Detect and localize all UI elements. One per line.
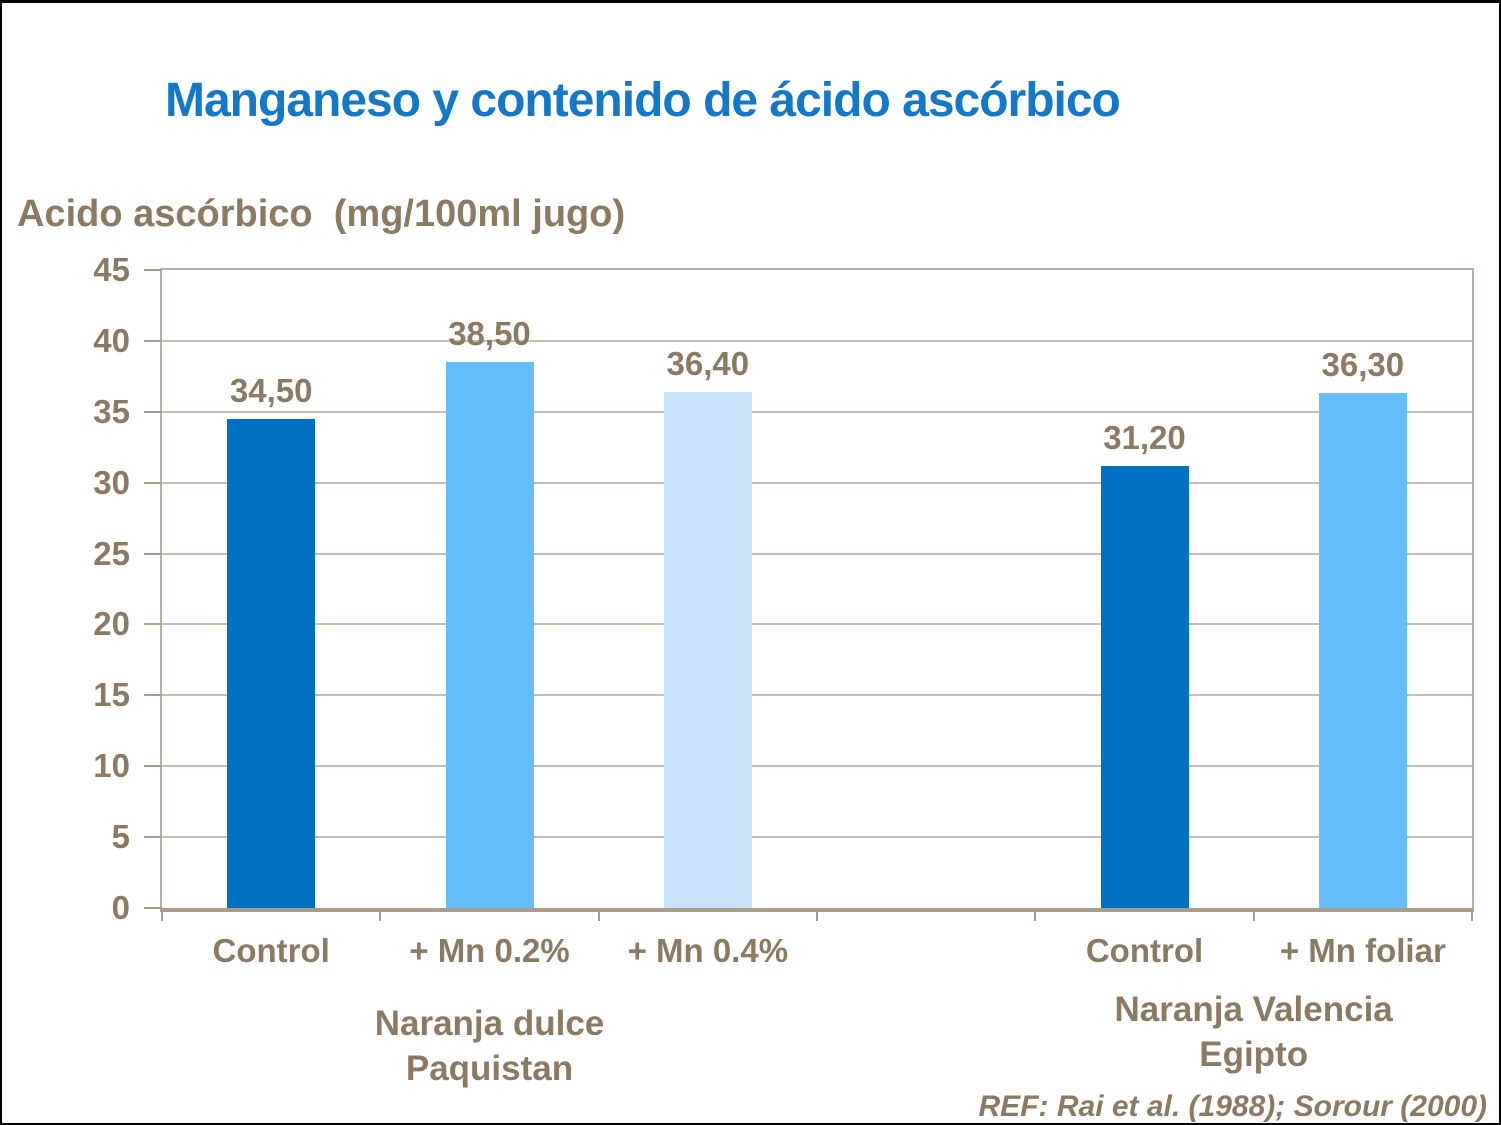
gridline (162, 481, 1472, 484)
gridline (162, 339, 1472, 342)
y-axis-tick-label: 35 (93, 392, 130, 430)
gridline (162, 765, 1472, 768)
group-label-line: Egipto (1199, 1035, 1309, 1074)
bar-value-label: 38,50 (448, 315, 531, 353)
bar--mn-0-2- (445, 362, 534, 908)
y-axis-tick-label: 25 (93, 534, 130, 572)
y-axis-tick (144, 481, 162, 484)
group-label-line: Paquistan (405, 1049, 574, 1088)
bar-value-label: 36,30 (1321, 346, 1405, 384)
y-axis-tick-label: 0 (111, 889, 130, 926)
y-axis-tick-label: 5 (111, 818, 130, 856)
y-axis-tick (144, 907, 162, 909)
category-label: Control (1085, 932, 1204, 969)
x-axis-tick (1252, 908, 1255, 921)
category-label: + Mn foliar (1279, 932, 1446, 969)
y-axis-tick-label: 45 (93, 251, 130, 288)
x-axis-tick (379, 908, 382, 921)
gridline (162, 410, 1472, 413)
y-axis-tick (144, 269, 162, 271)
bar-control (227, 418, 316, 908)
y-axis-tick-label: 20 (93, 605, 130, 643)
x-axis-tick (161, 908, 163, 921)
bar-value-label: 34,50 (229, 371, 313, 409)
category-label: + Mn 0.4% (627, 932, 789, 969)
gridline (162, 836, 1472, 839)
gridline (162, 623, 1472, 626)
bar-value-label: 31,20 (1103, 418, 1186, 456)
category-label: Control (212, 932, 330, 969)
y-axis-tick (144, 623, 162, 626)
y-axis-tick-label: 10 (93, 747, 130, 785)
x-axis-tick (1034, 908, 1037, 921)
y-axis-tick (144, 552, 162, 555)
gridline (162, 552, 1472, 555)
y-axis-tick (144, 765, 162, 768)
y-axis-tick-label: 30 (93, 463, 130, 501)
y-axis-tick (144, 410, 162, 413)
y-axis-tick-label: 15 (93, 676, 130, 714)
bar-control (1100, 465, 1189, 908)
bar--mn-foliar (1318, 393, 1407, 908)
x-axis-tick (816, 908, 818, 921)
y-axis-tick (144, 836, 162, 839)
chart-title: Manganeso y contenido de ácido ascórbico (165, 74, 1121, 127)
group-label-line: Naranja dulce (374, 1004, 605, 1043)
category-label: + Mn 0.2% (409, 932, 570, 969)
group-label-line: Naranja Valencia (1114, 990, 1393, 1029)
y-axis-title: Acido ascórbico (mg/100ml jugo) (17, 193, 626, 235)
y-axis-tick-label: 40 (93, 321, 130, 359)
x-axis-tick (1471, 908, 1473, 921)
reference-citation: REF: Rai et al. (1988); Sorour (2000) (978, 1090, 1487, 1123)
gridline (162, 694, 1472, 697)
y-axis-tick (144, 694, 162, 697)
bar-value-label: 36,40 (666, 344, 750, 382)
y-axis-tick (144, 339, 162, 342)
bar--mn-0-4- (663, 391, 752, 908)
x-axis-tick (597, 908, 600, 921)
group-label: Naranja dulce Paquistan (250, 1001, 730, 1091)
group-label: Naranja Valencia Egipto (1014, 987, 1494, 1077)
